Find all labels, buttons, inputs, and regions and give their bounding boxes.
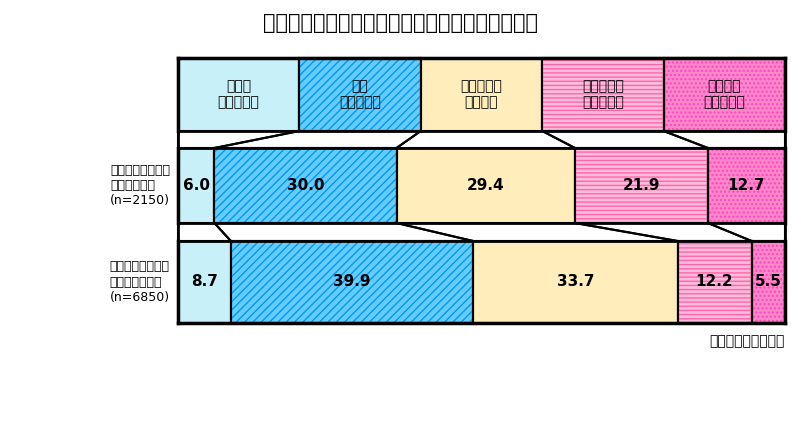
Text: 12.2: 12.2 — [696, 274, 734, 289]
Bar — [542, 58, 663, 131]
Text: 12.7: 12.7 — [728, 178, 766, 193]
Text: 全く当て
はまらない: 全く当て はまらない — [703, 79, 746, 110]
Text: 現在の職場でのパ
ワハラ未経験者
(n=6850): 現在の職場でのパ ワハラ未経験者 (n=6850) — [110, 261, 170, 303]
Text: 現在の職場でのパ
ワハラ経験者
(n=2150): 現在の職場でのパ ワハラ経験者 (n=2150) — [110, 164, 170, 207]
Bar — [708, 148, 785, 223]
Bar — [575, 148, 708, 223]
Bar — [214, 148, 397, 223]
Bar — [542, 58, 663, 131]
Bar — [214, 148, 397, 223]
Bar — [542, 58, 663, 131]
Bar — [214, 148, 397, 223]
Bar — [663, 58, 785, 131]
Bar — [663, 58, 785, 131]
Bar — [752, 241, 785, 323]
Bar — [231, 241, 473, 323]
Bar — [231, 241, 473, 323]
Text: 21.9: 21.9 — [622, 178, 660, 193]
Bar — [678, 241, 752, 323]
Text: 「同僚同士のコミュニケーションが円滑である」: 「同僚同士のコミュニケーションが円滑である」 — [262, 13, 538, 33]
Bar — [178, 148, 214, 223]
Text: 30.0: 30.0 — [286, 178, 324, 193]
Bar — [178, 241, 231, 323]
Text: 29.4: 29.4 — [467, 178, 505, 193]
Text: 5.5: 5.5 — [755, 274, 782, 289]
Bar — [299, 58, 421, 131]
Text: まあ
当てはまる: まあ 当てはまる — [339, 79, 381, 110]
Bar — [421, 58, 542, 131]
Bar — [752, 241, 785, 323]
Text: 非常に
当てはまる: 非常に 当てはまる — [218, 79, 260, 110]
Bar — [575, 148, 708, 223]
Bar — [178, 58, 299, 131]
Bar — [397, 148, 575, 223]
Bar — [663, 58, 785, 131]
Bar — [708, 148, 785, 223]
Bar — [575, 148, 708, 223]
Text: あまり当て
はまらない: あまり当て はまらない — [582, 79, 624, 110]
Bar — [473, 241, 678, 323]
Bar — [678, 241, 752, 323]
Text: どちらとも
いえない: どちらとも いえない — [461, 79, 502, 110]
Text: （回答：全員、％）: （回答：全員、％） — [710, 334, 785, 348]
Text: 33.7: 33.7 — [557, 274, 594, 289]
Bar — [708, 148, 785, 223]
Bar — [178, 131, 785, 148]
Bar — [178, 223, 785, 241]
Text: 39.9: 39.9 — [333, 274, 370, 289]
Bar — [299, 58, 421, 131]
Bar — [299, 58, 421, 131]
Text: 6.0: 6.0 — [182, 178, 210, 193]
Text: 8.7: 8.7 — [191, 274, 218, 289]
Bar — [231, 241, 473, 323]
Bar — [752, 241, 785, 323]
Bar — [678, 241, 752, 323]
